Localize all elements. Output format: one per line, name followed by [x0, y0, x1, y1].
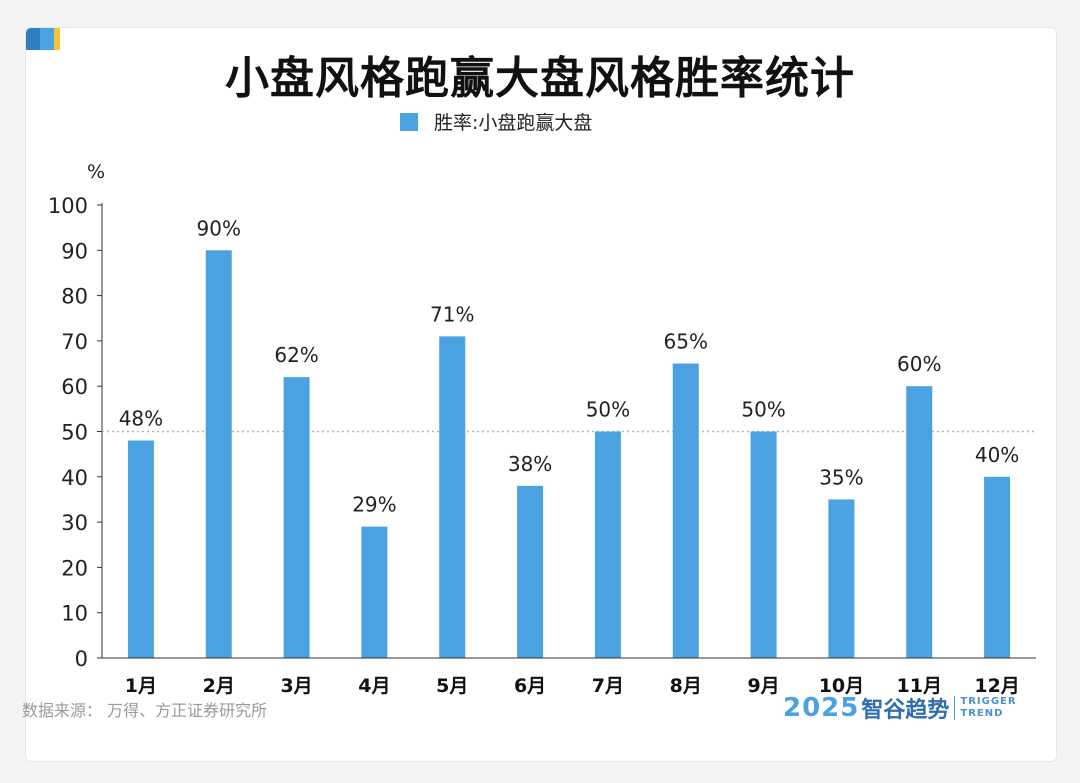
- brand-english: TRIGGER TREND: [960, 696, 1016, 720]
- x-tick-label: 11月: [897, 675, 942, 697]
- x-tick-label: 1月: [125, 675, 157, 697]
- corner-block-yellow: [54, 28, 60, 50]
- bar: [127, 440, 154, 658]
- bar: [205, 250, 232, 659]
- y-axis-unit-label: %: [87, 161, 105, 183]
- corner-block-light: [40, 28, 54, 50]
- y-tick-label: 30: [61, 511, 88, 535]
- brand-year: 2025: [783, 693, 860, 723]
- y-tick-label: 20: [61, 556, 88, 580]
- x-tick-label: 4月: [358, 675, 390, 697]
- legend: 胜率:小盘跑赢大盘: [400, 108, 592, 135]
- bar: [750, 431, 777, 658]
- bar: [984, 476, 1011, 658]
- y-tick-label: 0: [75, 647, 88, 671]
- bar-value-label: 38%: [508, 452, 552, 476]
- corner-decoration: [26, 28, 60, 50]
- x-tick-label: 5月: [436, 675, 468, 697]
- x-tick-label: 10月: [819, 675, 864, 697]
- bar-value-label: 90%: [197, 216, 241, 240]
- brand-name: 智谷趋势: [861, 698, 950, 723]
- bar-value-label: 60%: [897, 352, 941, 376]
- bar: [828, 499, 855, 658]
- legend-label: 胜率:小盘跑赢大盘: [434, 112, 593, 134]
- y-tick-label: 50: [61, 421, 88, 445]
- y-tick-label: 60: [61, 375, 88, 399]
- data-source-note: 数据来源： 万得、方正证券研究所: [22, 701, 268, 720]
- bar-value-label: 50%: [586, 398, 630, 422]
- x-tick-label: 8月: [670, 675, 702, 697]
- corner-block-dark: [26, 28, 40, 50]
- bar: [283, 377, 310, 658]
- x-tick-label: 12月: [974, 675, 1019, 697]
- bar-value-label: 35%: [819, 465, 863, 489]
- legend-swatch: [400, 112, 418, 131]
- brand-english-line2: TREND: [960, 708, 1004, 719]
- bar-value-label: 62%: [274, 343, 318, 367]
- bar-value-label: 65%: [664, 330, 708, 354]
- bar: [672, 363, 699, 658]
- bar: [906, 386, 933, 658]
- bar-value-label: 29%: [352, 493, 396, 517]
- x-tick-label: 2月: [203, 675, 235, 697]
- x-tick-label: 3月: [280, 675, 312, 697]
- chart-title: 小盘风格跑赢大盘风格胜率统计: [225, 53, 855, 104]
- bar-value-label: 71%: [430, 302, 474, 326]
- y-tick-label: 70: [61, 330, 88, 354]
- bar: [594, 431, 621, 658]
- bar-value-label: 50%: [741, 398, 785, 422]
- y-tick-label: 90: [61, 239, 88, 263]
- brand-english-line1: TRIGGER: [960, 696, 1017, 707]
- bar-value-label: 40%: [975, 443, 1019, 467]
- bar: [439, 336, 466, 658]
- x-tick-label: 9月: [747, 675, 779, 697]
- y-tick-label: 40: [61, 466, 88, 490]
- bar: [361, 526, 388, 658]
- brand-logo: 2025 智谷趋势 TRIGGER TREND: [783, 692, 1017, 724]
- bar-value-label: 48%: [119, 407, 163, 431]
- y-tick-label: 80: [61, 285, 88, 309]
- bar: [517, 485, 544, 658]
- x-tick-label: 6月: [514, 675, 546, 697]
- y-tick-label: 10: [61, 602, 88, 626]
- x-tick-label: 7月: [592, 675, 624, 697]
- brand-divider: [954, 696, 956, 720]
- y-tick-label: 100: [48, 194, 88, 218]
